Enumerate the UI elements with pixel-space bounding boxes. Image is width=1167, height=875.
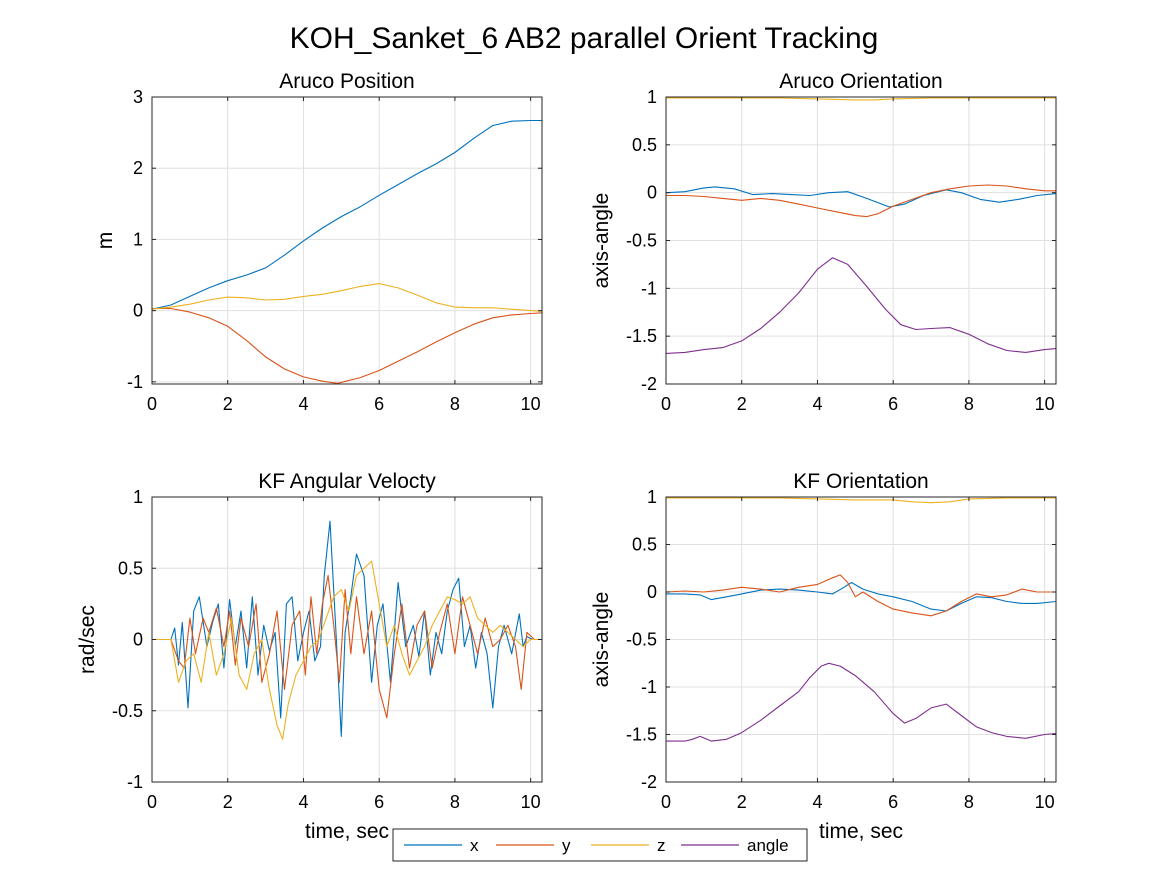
series-line-y [666,574,1056,617]
x-tick-label: 4 [298,792,308,812]
figure-title: KOH_Sanket_6 AB2 parallel Orient Trackin… [290,22,879,55]
y-tick-label: -0.5 [112,701,143,721]
subplot-title: KF Angular Velocty [258,470,436,493]
axes-frame [151,96,543,385]
subplot-kf-orientation: 0 2 4 6 8 10 -2 -1.5 -1 -0.5 0 0.5 1 KF Orientation ax… [590,470,1057,843]
x-tick-label: 0 [661,394,671,414]
x-axis-label: time, sec [305,820,389,843]
y-axis-label: rad/sec [76,605,99,674]
y-tick-label: 3 [133,87,143,107]
subplot-aruco-orientation: 0 2 4 6 8 10 -2 -1.5 -1 -0.5 0 0.5 1 Aruco Orientatio… [590,70,1057,414]
x-axis-label: time, sec [819,820,903,843]
y-tick-label: 0.5 [632,535,657,555]
x-tick-label: 4 [812,394,822,414]
y-axis-label: axis-angle [590,592,613,688]
series-line-x [152,119,542,310]
x-tick-label: 2 [223,792,233,812]
legend-label: angle [747,836,789,855]
y-tick-label: 1 [133,229,143,249]
x-tick-label: 4 [298,394,308,414]
x-tick-label: 8 [964,792,974,812]
y-tick-label: 0.5 [118,558,143,578]
legend-item-y: y [496,836,571,855]
x-tick-label: 0 [147,394,157,414]
subplot-title: Aruco Position [279,70,414,93]
y-tick-label: -1.5 [626,725,657,745]
x-tick-label: 10 [521,792,541,812]
legend-item-z: z [591,836,666,855]
legend-label: x [470,836,479,855]
x-tick-label: 6 [374,792,384,812]
y-tick-label: 1 [647,487,657,507]
y-tick-label: -1 [127,772,143,792]
series-group [152,119,542,384]
series-line-x [666,581,1056,612]
legend-item-x: x [404,836,479,855]
y-tick-label: -0.5 [626,630,657,650]
y-tick-label: 0 [647,183,657,203]
y-axis-label: axis-angle [590,193,613,289]
series-line-x [666,186,1056,208]
x-tick-label: 10 [1035,394,1055,414]
y-tick-label: -1.5 [626,326,657,346]
x-tick-label: 6 [374,394,384,414]
y-axis-label: m [94,232,117,250]
y-tick-label: 0 [133,301,143,321]
series-line-z [666,497,1056,504]
y-tick-label: 1 [133,487,143,507]
x-tick-label: 0 [661,792,671,812]
y-tick-label: -2 [641,374,657,394]
series-group [152,520,542,740]
series-line-z [152,283,542,312]
y-tick-label: 1 [647,87,657,107]
series-line-y [666,184,1056,218]
x-tick-label: 6 [888,394,898,414]
y-tick-label: 0 [647,582,657,602]
x-tick-label: 2 [737,394,747,414]
x-tick-label: 2 [737,792,747,812]
subplot-kf-angular-velocty: 0 2 4 6 8 10 -1 -0.5 0 0.5 1 KF Angular Velocty rad/… [76,470,543,843]
y-tick-label: -1 [127,372,143,392]
y-tick-label: -1 [641,278,657,298]
legend-label: z [657,836,666,855]
y-tick-label: 0.5 [632,135,657,155]
x-tick-label: 8 [450,394,460,414]
series-line-angle [666,662,1056,742]
x-tick-label: 10 [1035,792,1055,812]
series-line-angle [666,257,1056,354]
x-tick-label: 6 [888,792,898,812]
subplot-title: Aruco Orientation [779,70,942,93]
x-tick-label: 10 [521,394,541,414]
plot-area [152,97,542,384]
y-tick-label: 2 [133,158,143,178]
legend-label: y [562,836,571,855]
y-tick-label: -2 [641,772,657,792]
series-line-y [152,307,542,384]
legend: x y z angle [392,828,808,862]
y-tick-label: -0.5 [626,231,657,251]
subplot-title: KF Orientation [793,470,928,493]
series-group [666,497,1056,742]
y-tick-label: -1 [641,677,657,697]
x-tick-label: 4 [812,792,822,812]
x-tick-label: 0 [147,792,157,812]
series-line-y [152,574,542,719]
series-line-z [152,560,542,740]
x-tick-label: 2 [223,394,233,414]
legend-item-angle: angle [681,836,789,855]
x-tick-label: 8 [450,792,460,812]
x-tick-label: 8 [964,394,974,414]
y-tick-label: 0 [133,630,143,650]
